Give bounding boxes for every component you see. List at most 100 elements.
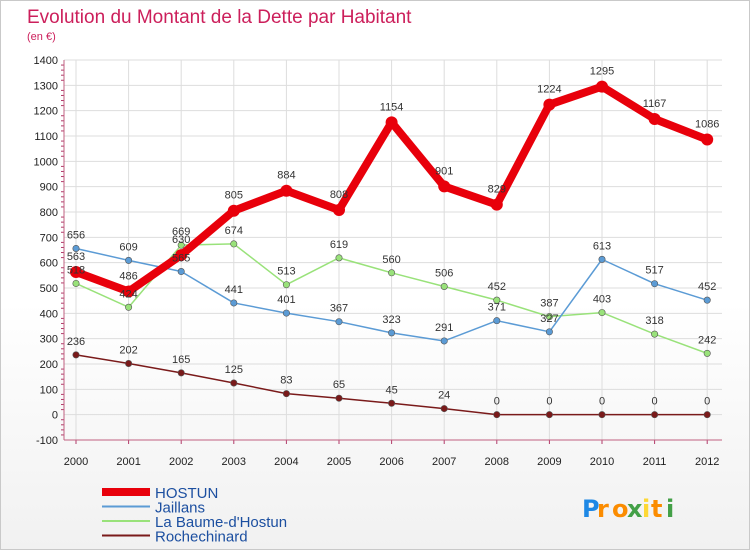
data-labels: 563 486 630 805 884 808 1154 901 829 1224 1295 1167… <box>67 66 720 408</box>
data-label: 24 <box>438 390 450 402</box>
data-label: 202 <box>119 344 137 356</box>
data-point <box>125 303 133 311</box>
data-label: 452 <box>698 281 716 293</box>
data-label: 513 <box>277 266 295 278</box>
x-tick-label: 2000 <box>64 456 88 468</box>
data-label: 884 <box>277 170 295 182</box>
data-label: 808 <box>330 189 348 201</box>
y-tick-label: -100 <box>36 435 58 447</box>
x-tick-label: 2012 <box>695 456 719 468</box>
data-label: 1086 <box>695 119 719 131</box>
data-point <box>280 184 293 197</box>
data-point <box>703 349 711 357</box>
y-tick-label: 600 <box>40 258 58 270</box>
data-point <box>598 255 606 263</box>
data-point <box>598 309 606 317</box>
logo-letter: x <box>627 495 643 523</box>
data-point <box>230 379 238 387</box>
legend-label: La Baume-d'Hostun <box>155 514 287 531</box>
data-label: 452 <box>488 281 506 293</box>
data-label: 674 <box>225 225 243 237</box>
data-point <box>177 369 185 377</box>
data-label: 829 <box>488 184 506 196</box>
data-point <box>440 282 448 290</box>
data-label: 1224 <box>537 84 561 96</box>
y-tick-label: 1000 <box>34 156 58 168</box>
data-point <box>543 98 556 111</box>
data-label: 0 <box>652 396 658 408</box>
y-tick-label: 1300 <box>34 80 58 92</box>
data-label: 565 <box>172 253 190 265</box>
data-label: 901 <box>435 165 453 177</box>
data-label: 0 <box>546 396 552 408</box>
data-point <box>701 133 714 146</box>
legend-label: Rochechinard <box>155 529 248 546</box>
data-point <box>440 337 448 345</box>
data-label: 0 <box>599 396 605 408</box>
data-label: 619 <box>330 239 348 251</box>
data-label: 518 <box>67 264 85 276</box>
data-label: 441 <box>225 284 243 296</box>
y-tick-label: 1200 <box>34 106 58 118</box>
data-label: 327 <box>540 313 558 325</box>
x-tick-label: 2008 <box>485 456 509 468</box>
axes: -100010020030040050060070080090010001100… <box>34 55 722 468</box>
data-point <box>385 116 398 129</box>
y-tick-label: 400 <box>40 308 58 320</box>
y-tick-label: 800 <box>40 207 58 219</box>
data-label: 45 <box>385 384 397 396</box>
data-point <box>282 390 290 398</box>
x-tick-label: 2003 <box>222 456 246 468</box>
logo-letter: P <box>582 495 600 523</box>
data-point <box>230 240 238 248</box>
data-point <box>651 280 659 288</box>
data-point <box>335 394 343 402</box>
data-point <box>227 204 240 217</box>
data-point <box>230 299 238 307</box>
data-label: 506 <box>435 267 453 279</box>
data-label: 401 <box>277 294 295 306</box>
data-point <box>177 241 185 249</box>
data-point <box>177 268 185 276</box>
data-label: 1167 <box>643 98 667 110</box>
data-point <box>72 244 80 252</box>
data-point <box>490 198 503 211</box>
x-tick-label: 2005 <box>327 456 351 468</box>
data-label: 242 <box>698 334 716 346</box>
data-point <box>493 317 501 325</box>
data-point <box>175 249 188 262</box>
y-tick-label: 1400 <box>34 55 58 67</box>
y-tick-label: 500 <box>40 283 58 295</box>
chart-subtitle: (en €) <box>27 31 56 43</box>
data-point <box>545 411 553 419</box>
data-point <box>335 318 343 326</box>
data-label: 630 <box>172 234 190 246</box>
legend-label: HOSTUN <box>155 485 218 502</box>
data-point <box>333 203 345 216</box>
data-point <box>70 266 82 279</box>
data-point <box>335 254 343 262</box>
data-label: 65 <box>333 379 345 391</box>
data-point <box>648 113 661 126</box>
x-tick-label: 2009 <box>537 456 561 468</box>
data-label: 0 <box>704 396 710 408</box>
data-point <box>596 80 608 93</box>
y-tick-label: 700 <box>40 232 58 244</box>
data-point <box>545 313 553 321</box>
data-label: 125 <box>225 364 243 376</box>
y-tick-label: 300 <box>40 334 58 346</box>
chart-title: Evolution du Montant de la Dette par Hab… <box>27 7 412 28</box>
data-label: 613 <box>593 240 611 252</box>
data-point <box>651 330 659 338</box>
y-tick-label: 100 <box>40 384 58 396</box>
data-point <box>388 269 396 277</box>
data-label: 323 <box>382 314 400 326</box>
logo-letter: i <box>666 495 674 523</box>
data-label: 424 <box>119 288 137 300</box>
data-label: 291 <box>435 322 453 334</box>
x-tick-label: 2010 <box>590 456 614 468</box>
data-label: 486 <box>119 271 137 283</box>
